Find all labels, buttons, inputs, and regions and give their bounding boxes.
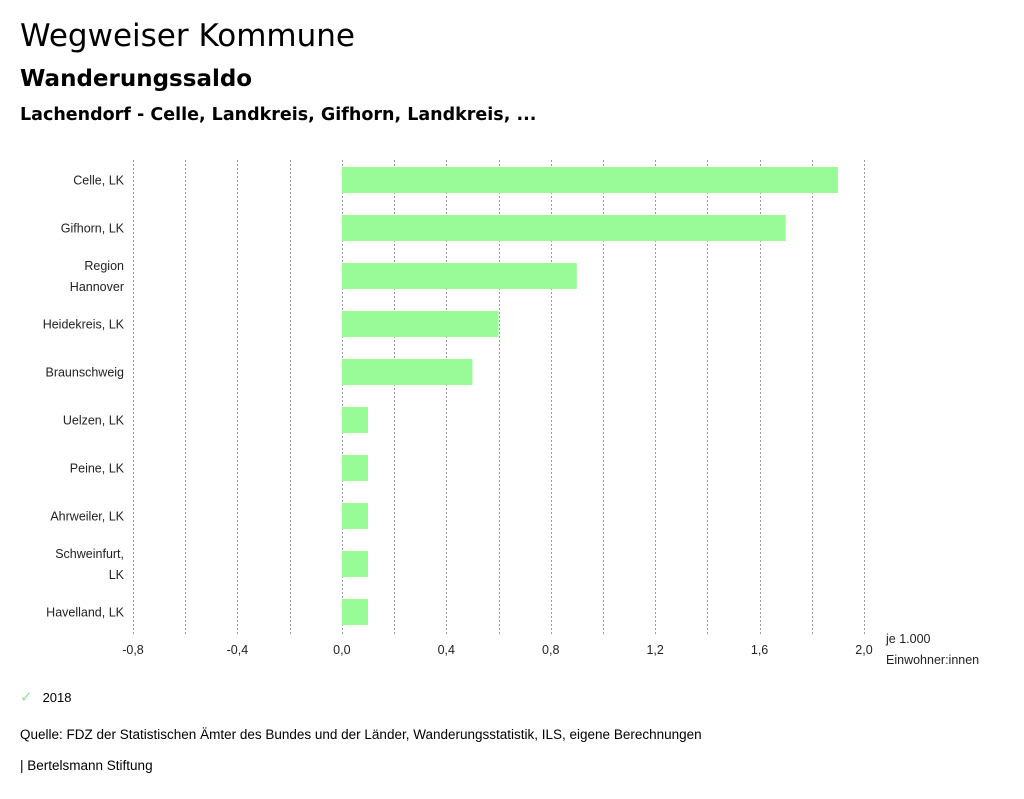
category-label: Ahrweiler, LK bbox=[50, 510, 124, 524]
category-label: Braunschweig bbox=[45, 366, 124, 380]
bar bbox=[341, 311, 499, 337]
unit-label: Einwohner:innen bbox=[886, 653, 979, 667]
brand-note: | Bertelsmann Stiftung bbox=[20, 758, 153, 773]
x-tick-label: 0,4 bbox=[438, 643, 455, 657]
bar bbox=[341, 407, 368, 433]
bar bbox=[341, 599, 368, 625]
category-label: Celle, LK bbox=[73, 174, 124, 188]
category-label: Region Hannover bbox=[70, 259, 124, 294]
x-tick-label: 2,0 bbox=[855, 643, 872, 657]
bar bbox=[341, 503, 368, 529]
region-title: Lachendorf - Celle, Landkreis, Gifhorn, … bbox=[20, 105, 537, 125]
legend[interactable]: ✓ 2018 bbox=[20, 688, 72, 706]
x-tick-label: 0,0 bbox=[333, 643, 350, 657]
bar bbox=[341, 455, 368, 481]
x-tick-label: -0,4 bbox=[227, 643, 249, 657]
x-tick-label: -0,8 bbox=[122, 643, 144, 657]
category-label: Schweinfurt, LK bbox=[55, 547, 124, 582]
bar bbox=[341, 167, 838, 193]
category-label: Uelzen, LK bbox=[63, 414, 125, 428]
page-title: Wegweiser Kommune bbox=[20, 18, 355, 54]
unit-label: je 1.000 bbox=[885, 632, 931, 646]
source-note: Quelle: FDZ der Statistischen Ämter des … bbox=[20, 727, 702, 742]
x-tick-label: 0,8 bbox=[542, 643, 559, 657]
bar bbox=[341, 359, 473, 385]
x-tick-label: 1,2 bbox=[646, 643, 663, 657]
chart-subtitle: Wanderungssaldo bbox=[20, 66, 253, 92]
category-label: Gifhorn, LK bbox=[61, 222, 125, 236]
bar bbox=[341, 551, 368, 577]
x-tick-label: 1,6 bbox=[751, 643, 768, 657]
category-label: Havelland, LK bbox=[46, 606, 124, 620]
bar bbox=[341, 263, 577, 289]
check-icon: ✓ bbox=[20, 689, 33, 706]
category-label: Peine, LK bbox=[70, 462, 125, 476]
legend-label: 2018 bbox=[42, 689, 72, 705]
bar bbox=[341, 215, 786, 241]
bar-chart: Celle, LK Gifhorn, LK Region Hannover Heidek… bbox=[43, 160, 979, 667]
category-label: Heidekreis, LK bbox=[43, 318, 125, 332]
